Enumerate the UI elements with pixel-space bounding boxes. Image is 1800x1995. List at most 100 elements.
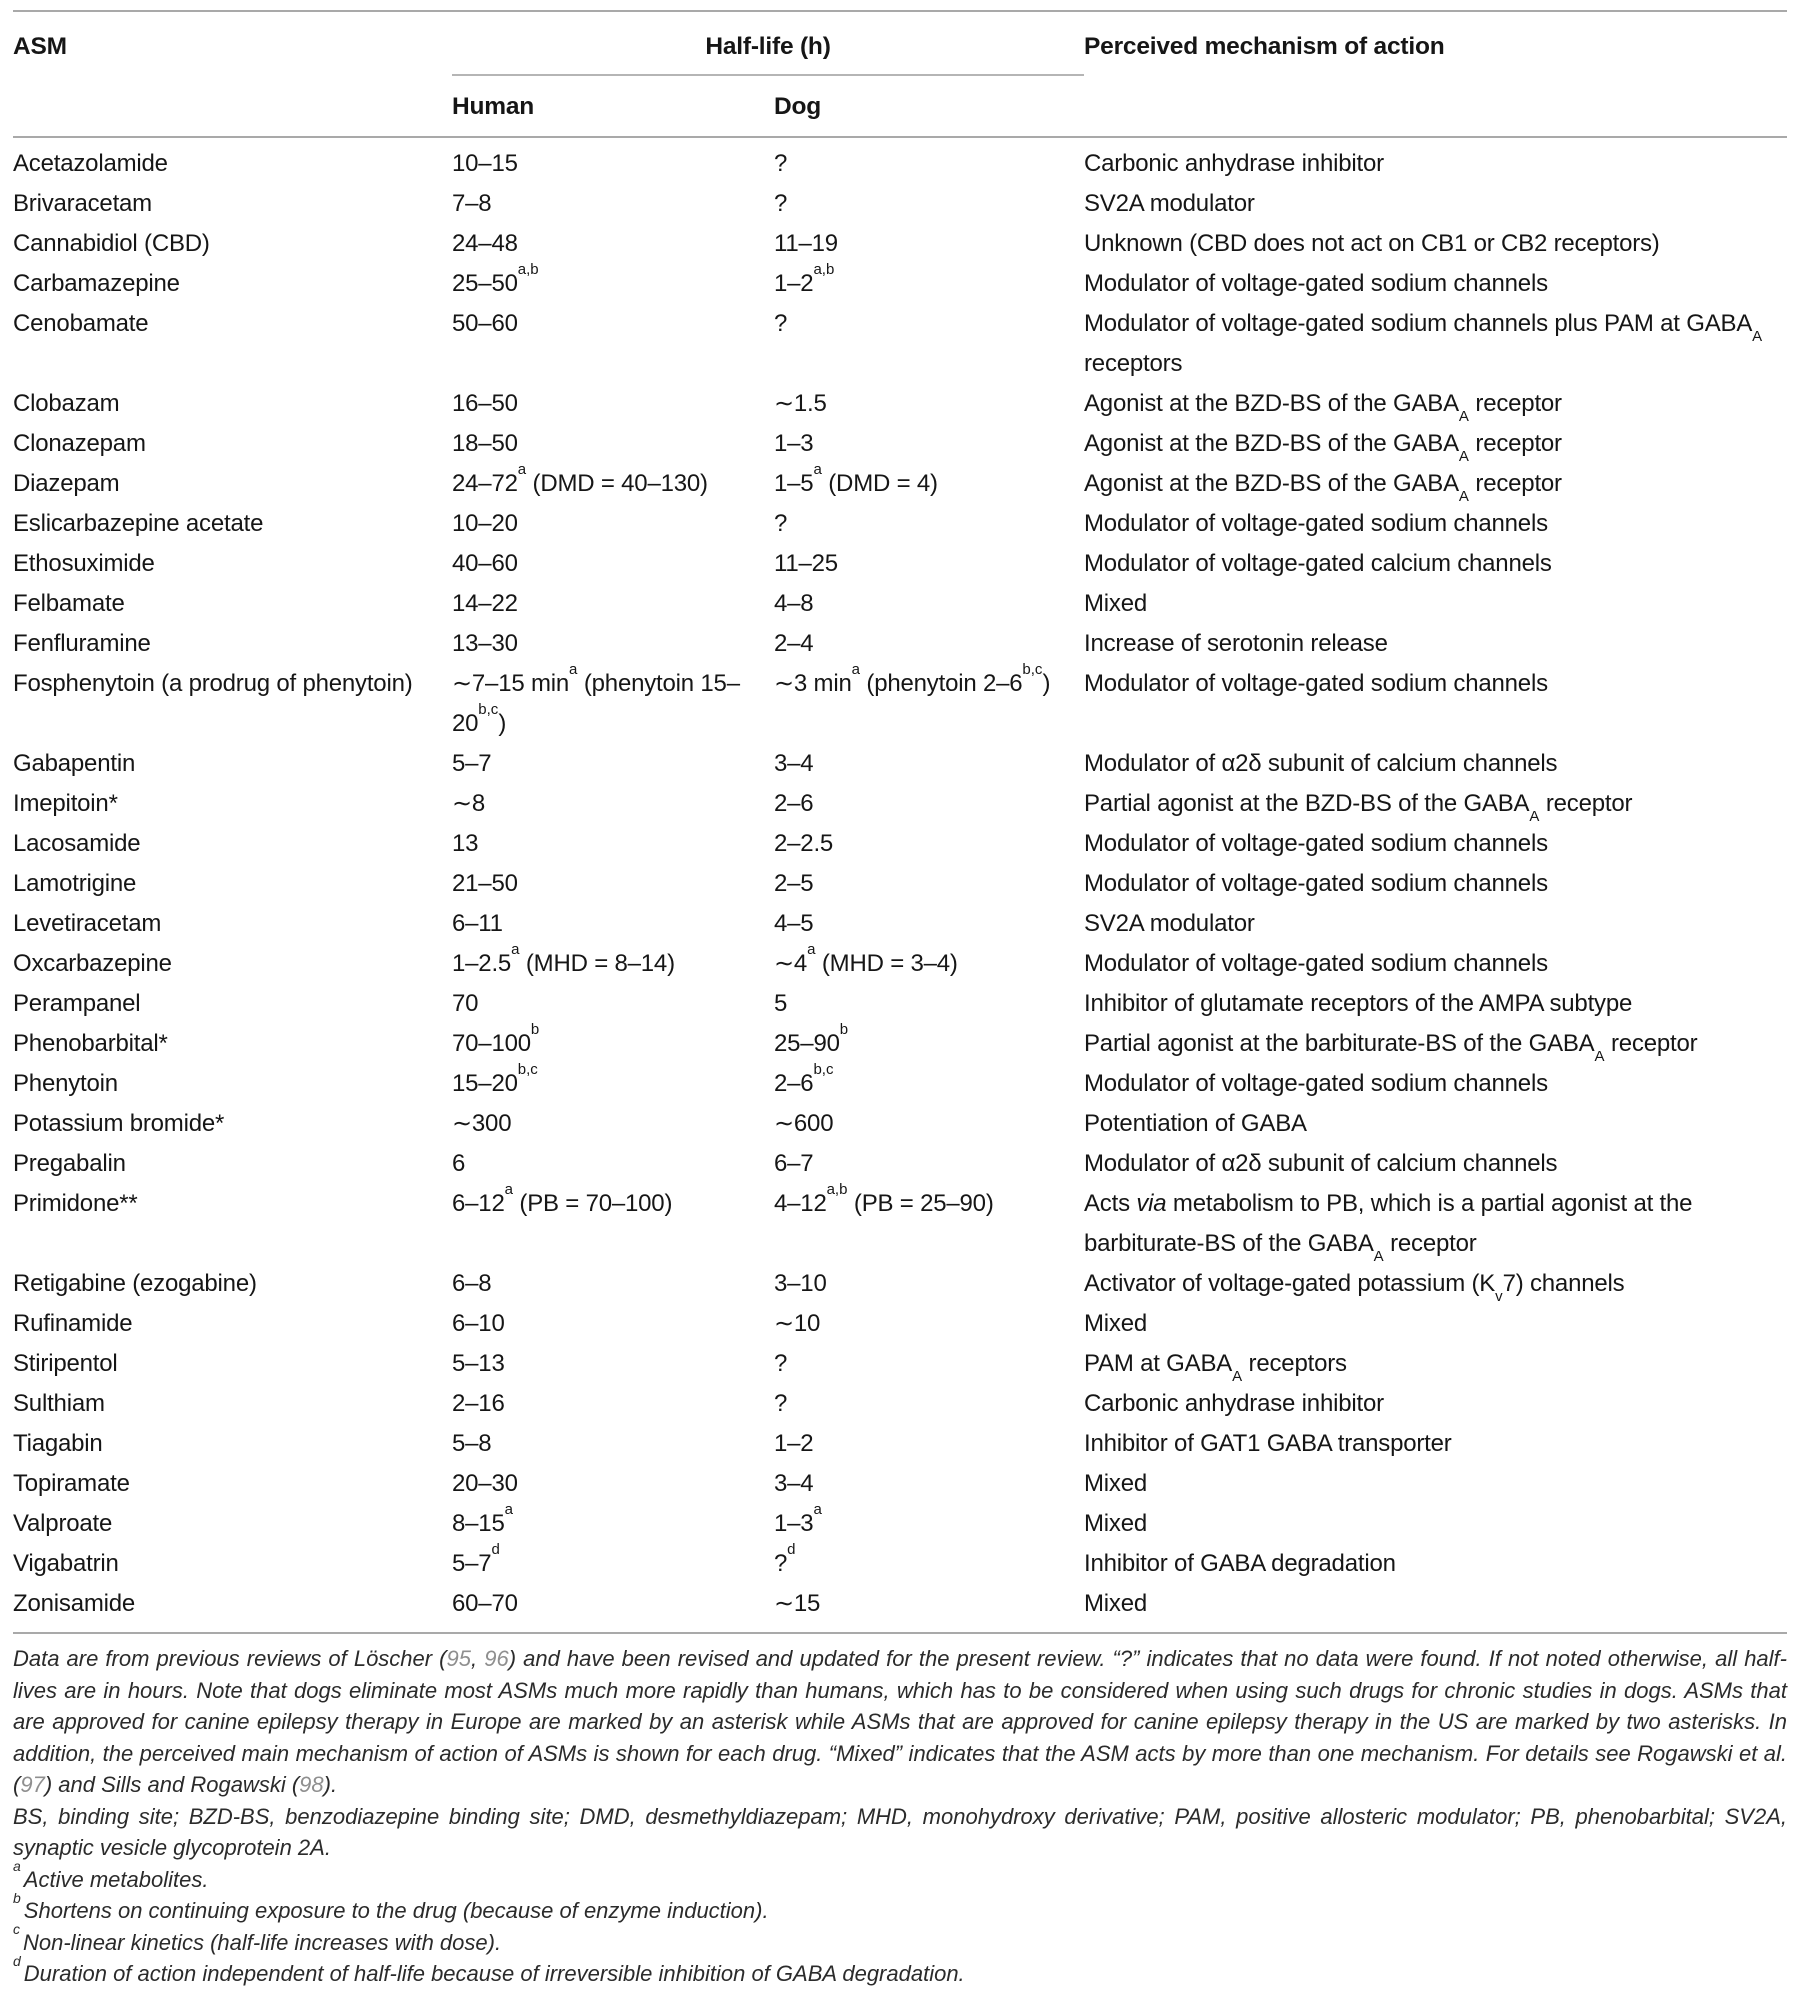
cell-asm: Imepitoin* xyxy=(13,790,118,817)
cell-half-life-human: 20–30 xyxy=(452,1470,518,1497)
cell-mechanism: Mixed xyxy=(1084,1510,1148,1537)
cell-half-life-human: 5–13 xyxy=(452,1350,505,1377)
cell-half-life-dog: ? xyxy=(774,1390,788,1417)
cell-half-life-human: 14–22 xyxy=(452,590,518,617)
cell-half-life-dog: 1–2a,b xyxy=(774,261,835,297)
table-row: Lamotrigine 21–50 2–5 Modulator of voltage-… xyxy=(13,864,1787,904)
cell-half-life-dog: 5 xyxy=(774,990,788,1017)
cell-mechanism: Mixed xyxy=(1084,1470,1148,1497)
citation-link[interactable]: 98 xyxy=(299,1772,324,1797)
cell-half-life-human: ∼7–15 mina (phenytoin 15–20b,c) xyxy=(452,661,740,737)
table-row: Fenfluramine 13–30 2–4 Increase of serotoni… xyxy=(13,624,1787,664)
cell-mechanism: Carbonic anhydrase inhibitor xyxy=(1084,1390,1384,1417)
cell-asm: Brivaracetam xyxy=(13,190,152,217)
cell-asm: Cannabidiol (CBD) xyxy=(13,230,210,257)
citation-link[interactable]: 97 xyxy=(20,1772,45,1797)
cell-half-life-dog: ? xyxy=(774,190,788,217)
footnote-abbreviations: BS, binding site; BZD-BS, benzodiazepine… xyxy=(13,1803,1787,1861)
cell-mechanism: Modulator of voltage-gated sodium channe… xyxy=(1084,670,1548,697)
cell-asm: Topiramate xyxy=(13,1470,130,1497)
cell-half-life-human: 24–48 xyxy=(452,230,518,257)
cell-mechanism: Modulator of α2δ subunit of calcium chan… xyxy=(1084,1150,1558,1177)
cell-half-life-human: ∼8 xyxy=(452,790,486,817)
table-body: Acetazolamide 10–15? Carbonic anhydrase in… xyxy=(13,138,1787,1632)
cell-asm: Eslicarbazepine acetate xyxy=(13,510,264,537)
table-row: Zonisamide 60–70 ∼15 Mixed xyxy=(13,1584,1787,1624)
cell-mechanism: Agonist at the BZD-BS of the GABAA recep… xyxy=(1084,470,1562,505)
footnote-marker: c xyxy=(13,1921,20,1938)
cell-asm: Fenfluramine xyxy=(13,630,151,657)
cell-half-life-dog: 3–4 xyxy=(774,750,814,777)
cell-half-life-human: 15–20b,c xyxy=(452,1061,538,1097)
footnote-text: Active metabolites. xyxy=(23,1866,209,1892)
footnote-text: Non-linear kinetics (half-life increases… xyxy=(23,1929,502,1955)
cell-asm: Gabapentin xyxy=(13,750,136,777)
table-row: Topiramate 20–30 3–4 Mixed xyxy=(13,1464,1787,1504)
table-row: Valproate 8–15a 1–3a Mixed xyxy=(13,1501,1787,1544)
cell-mechanism: Agonist at the BZD-BS of the GABAA recep… xyxy=(1084,430,1562,465)
citation-link[interactable]: 96 xyxy=(484,1646,509,1671)
cell-asm: Clonazepam xyxy=(13,430,146,457)
cell-half-life-human: 6–8 xyxy=(452,1270,492,1297)
cell-asm: Phenytoin xyxy=(13,1070,118,1097)
table-row: Phenytoin 15–20b,c 2–6b,c Modulator of volt… xyxy=(13,1061,1787,1104)
cell-mechanism: SV2A modulator xyxy=(1084,910,1255,937)
cell-asm: Vigabatrin xyxy=(13,1550,119,1577)
table-row: Imepitoin* ∼8 2–6 Partial agonist at the BZ… xyxy=(13,784,1787,824)
cell-mechanism: Modulator of voltage-gated sodium channe… xyxy=(1084,270,1548,297)
cell-half-life-dog: 11–19 xyxy=(774,230,838,257)
cell-asm: Felbamate xyxy=(13,590,125,617)
cell-asm: Retigabine (ezogabine) xyxy=(13,1270,257,1297)
cell-mechanism: Increase of serotonin release xyxy=(1084,630,1388,657)
cell-half-life-dog: 11–25 xyxy=(774,550,838,577)
table-row: Cannabidiol (CBD) 24–48 11–19 Unknown (CBD … xyxy=(13,224,1787,264)
cell-asm: Lamotrigine xyxy=(13,870,137,897)
table-row: Stiripentol 5–13? PAM at GABAA receptors xyxy=(13,1344,1787,1384)
cell-asm: Diazepam xyxy=(13,470,120,497)
table-row: Potassium bromide* ∼300 ∼600 Potentiation o… xyxy=(13,1104,1787,1144)
cell-half-life-dog: 2–4 xyxy=(774,630,814,657)
cell-half-life-human: 70–100b xyxy=(452,1021,540,1057)
cell-half-life-human: 8–15a xyxy=(452,1501,513,1537)
cell-asm: Clobazam xyxy=(13,390,120,417)
table-row: Carbamazepine 25–50a,b 1–2a,b Modulator of … xyxy=(13,261,1787,304)
cell-asm: Levetiracetam xyxy=(13,910,162,937)
cell-mechanism: Inhibitor of glutamate receptors of the … xyxy=(1084,990,1633,1017)
table-row: Pregabalin 6 6–7 Modulator of α2δ subunit o… xyxy=(13,1144,1787,1184)
cell-half-life-dog: ∼4a (MHD = 3–4) xyxy=(774,941,958,977)
citation-link[interactable]: 95 xyxy=(446,1646,471,1671)
footnote-item-c: cNon-linear kinetics (half-life increase… xyxy=(13,1922,1787,1959)
cell-asm: Rufinamide xyxy=(13,1310,133,1337)
cell-asm: Valproate xyxy=(13,1510,113,1537)
cell-half-life-dog: ? xyxy=(774,1350,788,1377)
cell-mechanism: Inhibitor of GABA degradation xyxy=(1084,1550,1396,1577)
cell-half-life-human: 60–70 xyxy=(452,1590,518,1617)
cell-half-life-human: 6 xyxy=(452,1150,466,1177)
cell-asm: Zonisamide xyxy=(13,1590,136,1617)
cell-asm: Potassium bromide* xyxy=(13,1110,225,1137)
table-row: Felbamate 14–22 4–8 Mixed xyxy=(13,584,1787,624)
cell-mechanism: Modulator of voltage-gated sodium channe… xyxy=(1084,510,1548,537)
cell-asm: Primidone** xyxy=(13,1190,138,1217)
cell-half-life-dog: 1–3a xyxy=(774,1501,822,1537)
cell-half-life-human: 13–30 xyxy=(452,630,518,657)
cell-mechanism: Partial agonist at the BZD-BS of the GAB… xyxy=(1084,790,1633,825)
cell-mechanism: Carbonic anhydrase inhibitor xyxy=(1084,150,1384,177)
table-row: Vigabatrin 5–7d ?d Inhibitor of GABA degrad… xyxy=(13,1542,1787,1584)
cell-half-life-dog: ∼10 xyxy=(774,1310,821,1337)
cell-asm: Pregabalin xyxy=(13,1150,126,1177)
cell-half-life-dog: ? xyxy=(774,310,788,337)
cell-half-life-human: 1–2.5a (MHD = 8–14) xyxy=(452,941,675,977)
cell-mechanism: Inhibitor of GAT1 GABA transporter xyxy=(1084,1430,1452,1457)
table-row: Rufinamide 6–10 ∼10 Mixed xyxy=(13,1304,1787,1344)
table-row: Phenobarbital* 70–100b 25–90b Partial agoni… xyxy=(13,1021,1787,1064)
cell-half-life-dog: ∼15 xyxy=(774,1590,821,1617)
cell-asm: Ethosuximide xyxy=(13,550,155,577)
table-row: Brivaracetam 7–8? SV2A modulator xyxy=(13,184,1787,224)
cell-half-life-human: 10–15 xyxy=(452,150,518,177)
cell-half-life-human: 18–50 xyxy=(452,430,518,457)
cell-half-life-human: 6–12a (PB = 70–100) xyxy=(452,1181,673,1217)
cell-half-life-dog: 4–8 xyxy=(774,590,814,617)
footnote-letter-list: aActive metabolites. bShortens on continu… xyxy=(13,1859,1787,1990)
cell-half-life-human: 70 xyxy=(452,990,479,1017)
